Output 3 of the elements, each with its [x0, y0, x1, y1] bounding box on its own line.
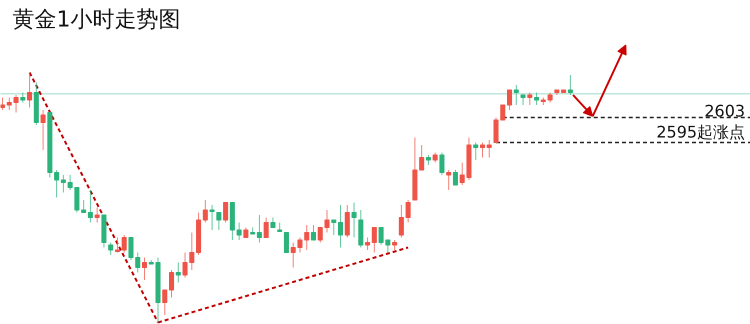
chart-title: 黄金1小时走势图 — [12, 8, 180, 32]
text: 2603 — [704, 102, 746, 120]
text: 2595起涨点 — [656, 122, 746, 142]
